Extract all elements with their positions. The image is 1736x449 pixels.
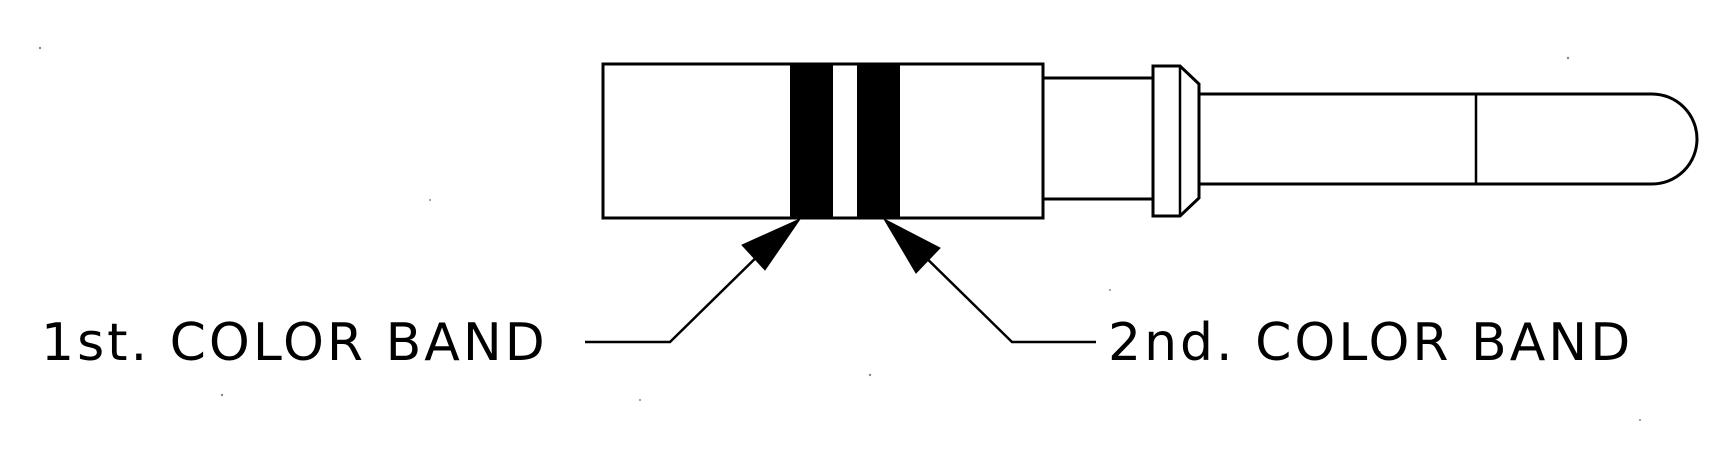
- pin-collar: [1151, 64, 1201, 218]
- second-band-label: 2nd. COLOR BAND: [1108, 313, 1633, 373]
- second-color-band: [857, 63, 900, 219]
- second-band-arrowhead: [882, 217, 941, 274]
- first-band-label: 1st. COLOR BAND: [41, 313, 548, 373]
- pin-body: [601, 62, 1699, 220]
- first-band-arrowhead: [741, 217, 802, 271]
- first-color-band: [790, 63, 833, 219]
- scan-noise: [38, 46, 1641, 421]
- first-band-leader: [585, 217, 802, 344]
- pin-neck: [1041, 76, 1155, 201]
- pin-tip: [1199, 92, 1699, 186]
- second-band-leader: [882, 217, 1096, 344]
